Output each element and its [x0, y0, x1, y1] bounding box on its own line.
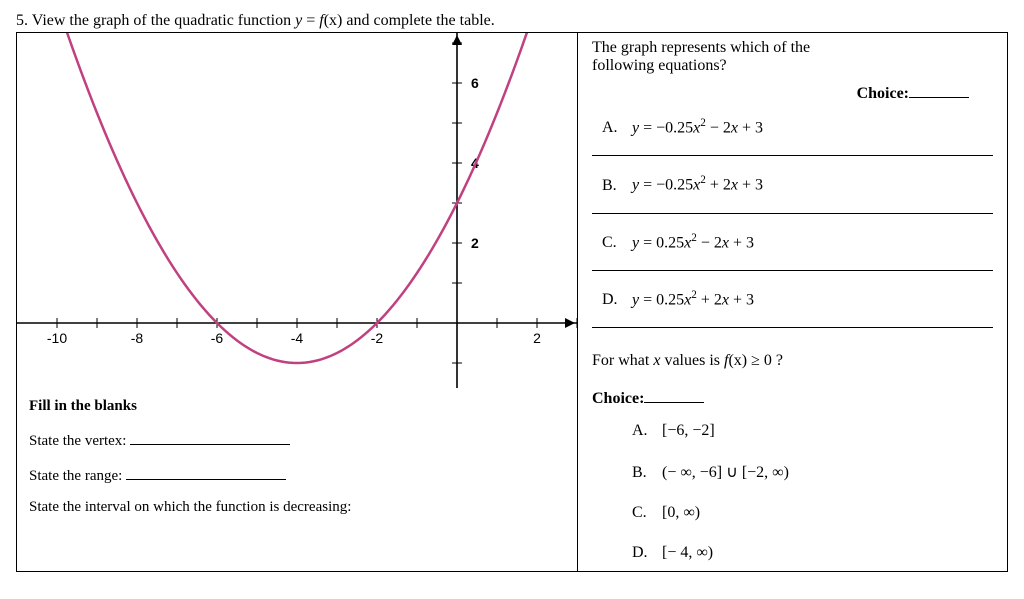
svg-text:6: 6: [471, 75, 479, 91]
svg-text:-6: -6: [211, 330, 224, 346]
graph-area: -10-8-6-4-22246-2: [17, 33, 577, 388]
fill-in-blanks: Fill in the blanks State the vertex: Sta…: [17, 388, 577, 540]
choice-line-2: Choice:: [592, 386, 993, 408]
svg-text:-4: -4: [291, 330, 304, 346]
answer-d[interactable]: D. [− 4, ∞): [632, 544, 993, 562]
answer-c[interactable]: C. [0, ∞): [632, 504, 993, 522]
svg-text:2: 2: [533, 330, 541, 346]
quadratic-graph: -10-8-6-4-22246-2: [17, 33, 577, 388]
answer-a[interactable]: A. [−6, −2]: [632, 422, 993, 440]
option-c[interactable]: C. y = 0.25x2 − 2x + 3: [602, 232, 993, 252]
svg-text:-2: -2: [371, 330, 384, 346]
vertex-line: State the vertex:: [29, 429, 559, 450]
choice-line-1: Choice:: [592, 81, 993, 103]
question-number: 5.: [16, 12, 28, 29]
option-b[interactable]: B. y = −0.25x2 + 2x + 3: [602, 174, 993, 194]
option-a[interactable]: A. y = −0.25x2 − 2x + 3: [602, 117, 993, 137]
range-blank[interactable]: [126, 464, 286, 480]
divider: [592, 213, 993, 214]
right-column: The graph represents which of the follow…: [578, 33, 1007, 571]
divider: [592, 270, 993, 271]
svg-text:2: 2: [471, 235, 479, 251]
question-prompt: 5. View the graph of the quadratic funct…: [16, 12, 1008, 30]
choice2-blank[interactable]: [644, 386, 704, 403]
q1-prompt: The graph represents which of the follow…: [592, 39, 993, 75]
svg-text:-8: -8: [131, 330, 144, 346]
option-d[interactable]: D. y = 0.25x2 + 2x + 3: [602, 289, 993, 309]
divider: [592, 155, 993, 156]
problem-box: -10-8-6-4-22246-2 Fill in the blanks Sta…: [16, 32, 1008, 572]
choice1-blank[interactable]: [909, 81, 969, 98]
fill-title: Fill in the blanks: [29, 398, 559, 415]
left-column: -10-8-6-4-22246-2 Fill in the blanks Sta…: [17, 33, 578, 571]
q2-prompt: For what x values is f(x) ≥ 0 ?: [592, 352, 993, 370]
svg-text:-10: -10: [47, 330, 67, 346]
range-line: State the range:: [29, 464, 559, 485]
decreasing-line: State the interval on which the function…: [29, 499, 559, 516]
answer-b[interactable]: B. (− ∞, −6] ∪ [−2, ∞): [632, 462, 993, 482]
vertex-blank[interactable]: [130, 429, 290, 445]
divider: [592, 327, 993, 328]
